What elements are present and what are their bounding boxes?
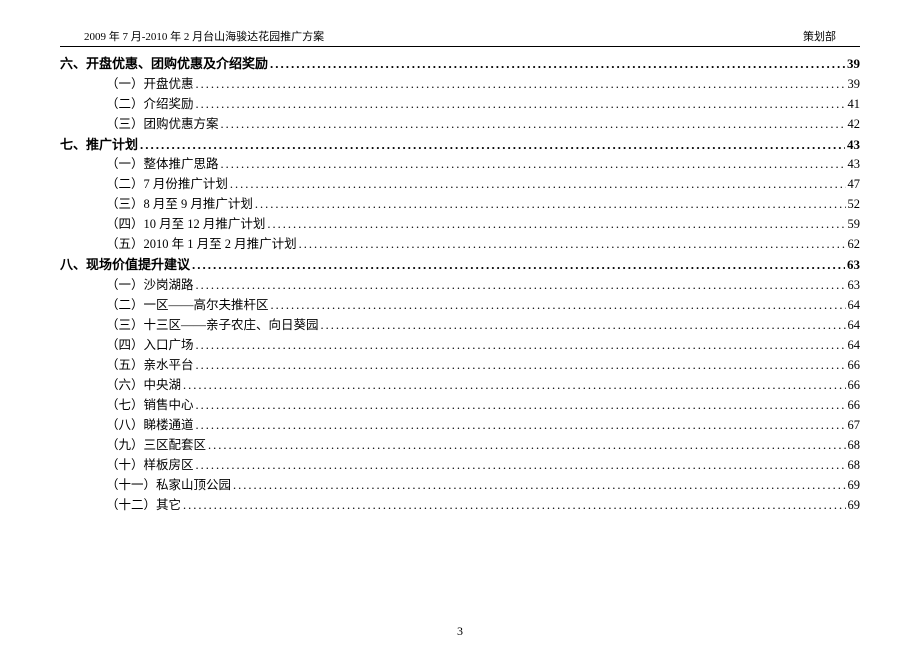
toc-entry-label: 八、现场价值提升建议 <box>60 258 190 271</box>
toc-entry-label: （五）亲水平台 <box>106 359 194 372</box>
toc-entry: （四）入口广场 64 <box>60 339 860 352</box>
toc-leader-dots <box>194 339 846 352</box>
toc-entry: （四）10 月至 12 月推广计划 59 <box>60 218 860 231</box>
toc-leader-dots <box>194 419 846 432</box>
toc-entry-page: 43 <box>845 138 860 151</box>
toc-leader-dots <box>138 138 845 151</box>
toc-entry: （二）7 月份推广计划 47 <box>60 178 860 191</box>
document-page: 2009 年 7 月-2010 年 2 月台山海骏达花园推广方案 策划部 六、开… <box>0 0 920 651</box>
toc-entry-page: 43 <box>846 158 861 171</box>
header-left: 2009 年 7 月-2010 年 2 月台山海骏达花园推广方案 <box>84 28 324 44</box>
toc-leader-dots <box>194 98 846 111</box>
toc-leader-dots <box>297 238 846 251</box>
toc-entry-label: （一）整体推广思路 <box>106 158 219 171</box>
page-number: 3 <box>0 624 920 639</box>
toc-entry: 七、推广计划 43 <box>60 138 860 151</box>
toc-leader-dots <box>206 439 845 452</box>
toc-entry-label: （一）沙岗湖路 <box>106 279 194 292</box>
toc-leader-dots <box>319 319 846 332</box>
toc-entry-label: （十）样板房区 <box>106 459 194 472</box>
toc-entry-label: （三）十三区——亲子农庄、向日葵园 <box>106 319 319 332</box>
toc-entry-label: （十一）私家山顶公园 <box>106 479 231 492</box>
toc-leader-dots <box>190 258 845 271</box>
toc-entry: 八、现场价值提升建议 63 <box>60 258 860 271</box>
toc-entry-page: 66 <box>846 359 861 372</box>
toc-leader-dots <box>253 198 846 211</box>
toc-entry: （八）睇楼通道 67 <box>60 419 860 432</box>
toc-leader-dots <box>265 218 845 231</box>
toc-entry: （二）介绍奖励 41 <box>60 98 860 111</box>
toc-entry: （十）样板房区 68 <box>60 459 860 472</box>
toc-entry: （三）十三区——亲子农庄、向日葵园 64 <box>60 319 860 332</box>
toc-entry-page: 52 <box>846 198 861 211</box>
toc-entry: （六）中央湖 66 <box>60 379 860 392</box>
toc-leader-dots <box>231 479 845 492</box>
toc-entry: （十二）其它 69 <box>60 499 860 512</box>
table-of-contents: 六、开盘优惠、团购优惠及介绍奖励 39 （一）开盘优惠 39 （二）介绍奖励 41 （三）团… <box>60 57 860 511</box>
toc-entry: （九）三区配套区 68 <box>60 439 860 452</box>
toc-leader-dots <box>219 158 846 171</box>
toc-entry-page: 39 <box>846 78 861 91</box>
toc-entry-page: 64 <box>846 299 861 312</box>
toc-leader-dots <box>181 379 845 392</box>
toc-entry-page: 64 <box>846 319 861 332</box>
toc-entry-label: （二）介绍奖励 <box>106 98 194 111</box>
toc-entry-label: （四）入口广场 <box>106 339 194 352</box>
toc-entry-label: （六）中央湖 <box>106 379 181 392</box>
toc-entry-label: 六、开盘优惠、团购优惠及介绍奖励 <box>60 57 268 70</box>
toc-leader-dots <box>181 499 845 512</box>
toc-entry: （七）销售中心 66 <box>60 399 860 412</box>
toc-entry-page: 69 <box>846 499 861 512</box>
toc-entry-label: （五）2010 年 1 月至 2 月推广计划 <box>106 238 297 251</box>
toc-entry-page: 42 <box>846 118 861 131</box>
toc-entry: （十一）私家山顶公园 69 <box>60 479 860 492</box>
toc-entry-page: 39 <box>845 57 860 70</box>
toc-entry: （五）亲水平台 66 <box>60 359 860 372</box>
toc-leader-dots <box>268 57 845 70</box>
toc-leader-dots <box>228 178 846 191</box>
toc-leader-dots <box>194 459 846 472</box>
toc-leader-dots <box>194 359 846 372</box>
toc-entry-page: 67 <box>846 419 861 432</box>
toc-entry-page: 69 <box>846 479 861 492</box>
toc-entry: （五）2010 年 1 月至 2 月推广计划 62 <box>60 238 860 251</box>
toc-entry-page: 64 <box>846 339 861 352</box>
toc-entry-page: 66 <box>846 379 861 392</box>
toc-entry: （三）8 月至 9 月推广计划 52 <box>60 198 860 211</box>
toc-entry-label: （三）团购优惠方案 <box>106 118 219 131</box>
toc-entry: （三）团购优惠方案 42 <box>60 118 860 131</box>
toc-entry-label: （八）睇楼通道 <box>106 419 194 432</box>
toc-entry: （二）一区——高尔夫推杆区 64 <box>60 299 860 312</box>
toc-entry-page: 59 <box>846 218 861 231</box>
toc-entry: （一）整体推广思路 43 <box>60 158 860 171</box>
toc-leader-dots <box>194 399 846 412</box>
toc-entry-page: 68 <box>846 459 861 472</box>
toc-leader-dots <box>269 299 846 312</box>
toc-entry-page: 68 <box>846 439 861 452</box>
toc-leader-dots <box>194 279 846 292</box>
toc-entry-page: 47 <box>846 178 861 191</box>
toc-entry: 六、开盘优惠、团购优惠及介绍奖励 39 <box>60 57 860 70</box>
toc-leader-dots <box>194 78 846 91</box>
toc-entry-label: （四）10 月至 12 月推广计划 <box>106 218 265 231</box>
toc-entry-label: （一）开盘优惠 <box>106 78 194 91</box>
toc-entry: （一）沙岗湖路 63 <box>60 279 860 292</box>
toc-entry-label: （三）8 月至 9 月推广计划 <box>106 198 253 211</box>
toc-entry-page: 41 <box>846 98 861 111</box>
toc-entry-label: （九）三区配套区 <box>106 439 206 452</box>
toc-entry-label: （七）销售中心 <box>106 399 194 412</box>
toc-entry-label: （十二）其它 <box>106 499 181 512</box>
toc-entry-page: 63 <box>846 279 861 292</box>
toc-entry-label: 七、推广计划 <box>60 138 138 151</box>
toc-entry-page: 66 <box>846 399 861 412</box>
toc-entry-page: 62 <box>846 238 861 251</box>
page-header: 2009 年 7 月-2010 年 2 月台山海骏达花园推广方案 策划部 <box>60 28 860 47</box>
header-right: 策划部 <box>803 28 836 44</box>
toc-entry: （一）开盘优惠 39 <box>60 78 860 91</box>
toc-entry-label: （二）7 月份推广计划 <box>106 178 228 191</box>
toc-entry-page: 63 <box>845 258 860 271</box>
toc-leader-dots <box>219 118 846 131</box>
toc-entry-label: （二）一区——高尔夫推杆区 <box>106 299 269 312</box>
